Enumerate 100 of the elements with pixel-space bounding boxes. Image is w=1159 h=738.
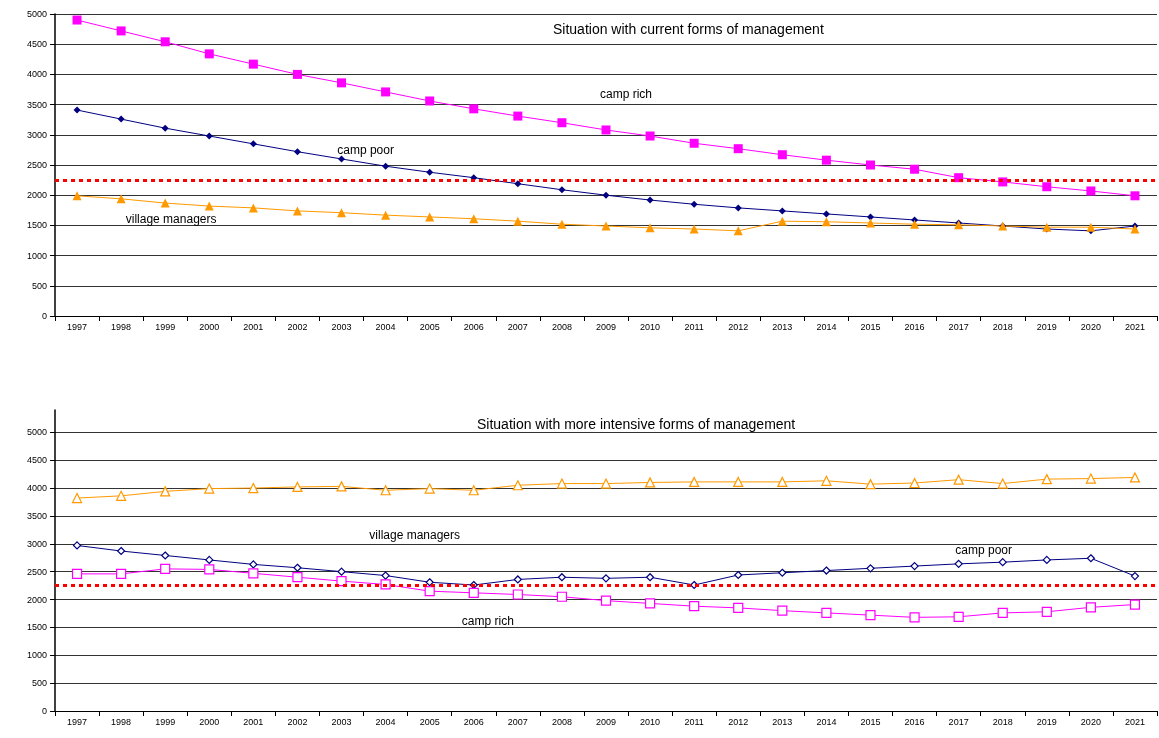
x-tick-label: 2005 — [419, 321, 440, 332]
point — [601, 125, 611, 135]
x-tick-label: 2014 — [816, 321, 837, 332]
x-tick-label: 2006 — [463, 321, 484, 332]
x-tick-label: 2000 — [199, 321, 220, 332]
point — [204, 201, 214, 211]
point — [1041, 606, 1052, 617]
y-tick-label: 4000 — [26, 483, 47, 494]
x-tick-label: 1999 — [155, 321, 176, 332]
point — [248, 59, 258, 69]
x-tick-label: 2007 — [507, 716, 528, 727]
point — [734, 204, 742, 212]
point — [292, 69, 302, 79]
point — [205, 555, 214, 565]
y-tick-label: 0 — [41, 311, 47, 321]
point — [690, 200, 698, 208]
point — [865, 160, 875, 170]
y-tick-label: 1500 — [26, 220, 47, 231]
x-tick-label: 1998 — [111, 716, 132, 727]
point — [380, 485, 391, 496]
point — [468, 485, 479, 496]
x-tick-label: 2014 — [816, 716, 837, 727]
point — [866, 213, 874, 221]
point — [1085, 473, 1096, 484]
x-tick-label: 1999 — [155, 716, 176, 727]
x-tick-label: 2006 — [463, 716, 484, 727]
series-label: village managers — [125, 211, 217, 226]
text: Situation with current forms of management — [553, 21, 824, 37]
point — [160, 486, 171, 497]
point — [557, 219, 567, 229]
point — [777, 216, 787, 226]
y-tick-label: 4000 — [26, 69, 47, 80]
point — [602, 191, 610, 199]
y-tick-label: 500 — [31, 280, 47, 291]
point — [865, 479, 876, 490]
point — [556, 478, 568, 489]
point — [910, 219, 920, 229]
point — [425, 96, 435, 106]
x-tick-label: 1998 — [111, 321, 132, 332]
point — [424, 586, 435, 597]
point — [865, 610, 876, 621]
point — [382, 162, 390, 170]
point — [1042, 182, 1052, 192]
point — [689, 224, 699, 234]
point — [1129, 472, 1141, 483]
x-tick-label: 1997 — [67, 321, 88, 332]
point — [953, 611, 964, 622]
x-tick-label: 2010 — [640, 716, 661, 727]
point — [468, 587, 479, 598]
point — [556, 591, 568, 602]
point — [293, 563, 302, 572]
point — [426, 168, 434, 176]
point — [1130, 572, 1140, 581]
point — [1085, 602, 1096, 613]
x-tick-label: 2010 — [640, 321, 661, 332]
x-tick-label: 2008 — [551, 716, 572, 727]
point — [292, 572, 303, 583]
point — [469, 104, 479, 114]
x-tick-label: 2012 — [728, 321, 749, 332]
x-tick-label: 2018 — [992, 321, 1013, 332]
y-tick-label: 3000 — [26, 538, 47, 549]
point — [953, 474, 964, 485]
x-tick-label: 2019 — [1036, 716, 1057, 727]
point — [248, 568, 259, 579]
x-tick-label: 2021 — [1124, 321, 1145, 332]
point — [116, 26, 126, 36]
point — [337, 78, 347, 88]
y-tick-label: 4500 — [26, 455, 47, 466]
point — [1129, 599, 1141, 610]
x-tick-label: 2015 — [860, 321, 881, 332]
x-tick-label: 2009 — [595, 321, 617, 332]
x-tick-label: 1997 — [67, 716, 88, 727]
x-tick-label: 2003 — [331, 321, 352, 332]
y-tick-label: 2000 — [26, 594, 47, 605]
x-tick-label: 2017 — [948, 716, 969, 727]
point — [513, 216, 523, 226]
point — [160, 198, 170, 208]
point — [71, 568, 83, 579]
y-tick-label: 2000 — [26, 190, 47, 201]
point — [601, 221, 611, 231]
point — [998, 558, 1007, 567]
point — [381, 87, 391, 97]
point — [72, 541, 82, 550]
point — [425, 578, 434, 587]
point — [733, 144, 743, 154]
point — [601, 574, 611, 583]
point — [116, 568, 127, 579]
x-tick-label: 2007 — [507, 321, 528, 332]
x-tick-label: 2009 — [595, 716, 617, 727]
x-tick-label: 2003 — [331, 716, 352, 727]
point — [512, 480, 523, 491]
point — [248, 482, 259, 494]
point — [557, 573, 567, 582]
y-tick-label: 5000 — [26, 427, 47, 438]
text: village managers — [369, 527, 461, 542]
x-tick-label: 2012 — [728, 716, 749, 727]
y-tick-label: 3500 — [26, 510, 47, 521]
x-tick-label: 2020 — [1080, 716, 1101, 727]
series-label: camp poor — [955, 542, 1012, 557]
point — [558, 186, 566, 194]
